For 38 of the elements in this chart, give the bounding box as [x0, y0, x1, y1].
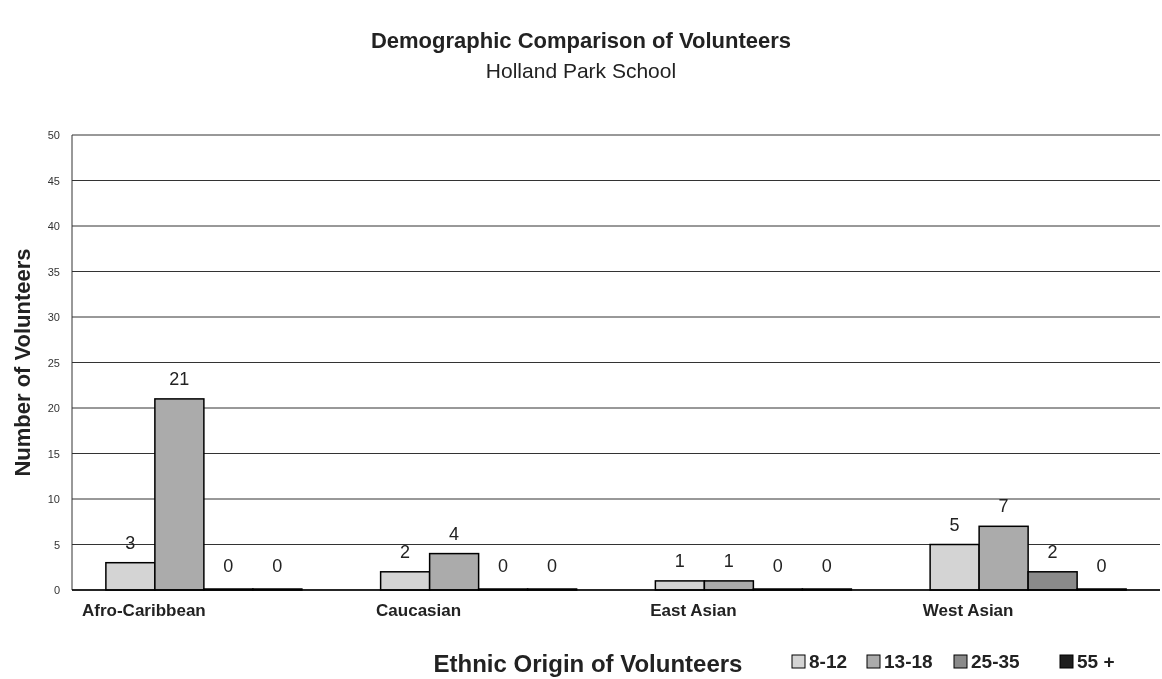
legend-label: 13-18	[884, 651, 933, 672]
data-label: 7	[998, 496, 1009, 517]
x-tick-label: West Asian	[922, 601, 1014, 620]
data-label: 4	[449, 523, 460, 544]
x-tick-label: Caucasian	[376, 601, 462, 620]
data-label: 21	[169, 368, 190, 389]
data-label: 0	[547, 556, 558, 576]
data-label: 0	[1096, 556, 1107, 576]
legend-label: 8-12	[809, 651, 848, 672]
chart-title: Demographic Comparison of Volunteers	[370, 28, 792, 53]
legend-label: 25-35	[971, 651, 1021, 672]
y-tick-label: 15	[47, 447, 60, 460]
data-label: 2	[1047, 541, 1058, 562]
chart-subtitle: Holland Park School	[485, 59, 677, 82]
x-axis-title: Ethnic Origin of Volunteers	[433, 650, 743, 677]
data-label: 0	[272, 556, 283, 576]
y-tick-label: 40	[47, 220, 60, 232]
y-tick-label: 20	[47, 402, 60, 414]
data-label: 2	[400, 541, 411, 562]
y-tick-label: 5	[53, 538, 60, 551]
data-label: 5	[949, 514, 960, 535]
y-tick-label: 50	[47, 129, 60, 141]
x-tick-label: Afro-Caribbean	[82, 601, 206, 620]
data-label: 0	[772, 556, 783, 576]
y-tick-label: 35	[47, 265, 60, 278]
data-label: 1	[723, 550, 734, 571]
y-axis-title: Number of Volunteers	[10, 248, 35, 477]
y-tick-label: 0	[53, 584, 60, 596]
data-label: 1	[674, 550, 685, 571]
data-label: 0	[498, 556, 509, 576]
y-tick-label: 30	[47, 311, 60, 323]
data-label: 0	[223, 556, 234, 576]
x-tick-label: East Asian	[650, 601, 737, 620]
legend-label: 55 +	[1077, 651, 1115, 672]
y-tick-label: 45	[47, 174, 60, 187]
y-tick-label: 25	[47, 356, 60, 369]
y-tick-label: 10	[47, 493, 60, 505]
data-label: 0	[821, 556, 832, 576]
